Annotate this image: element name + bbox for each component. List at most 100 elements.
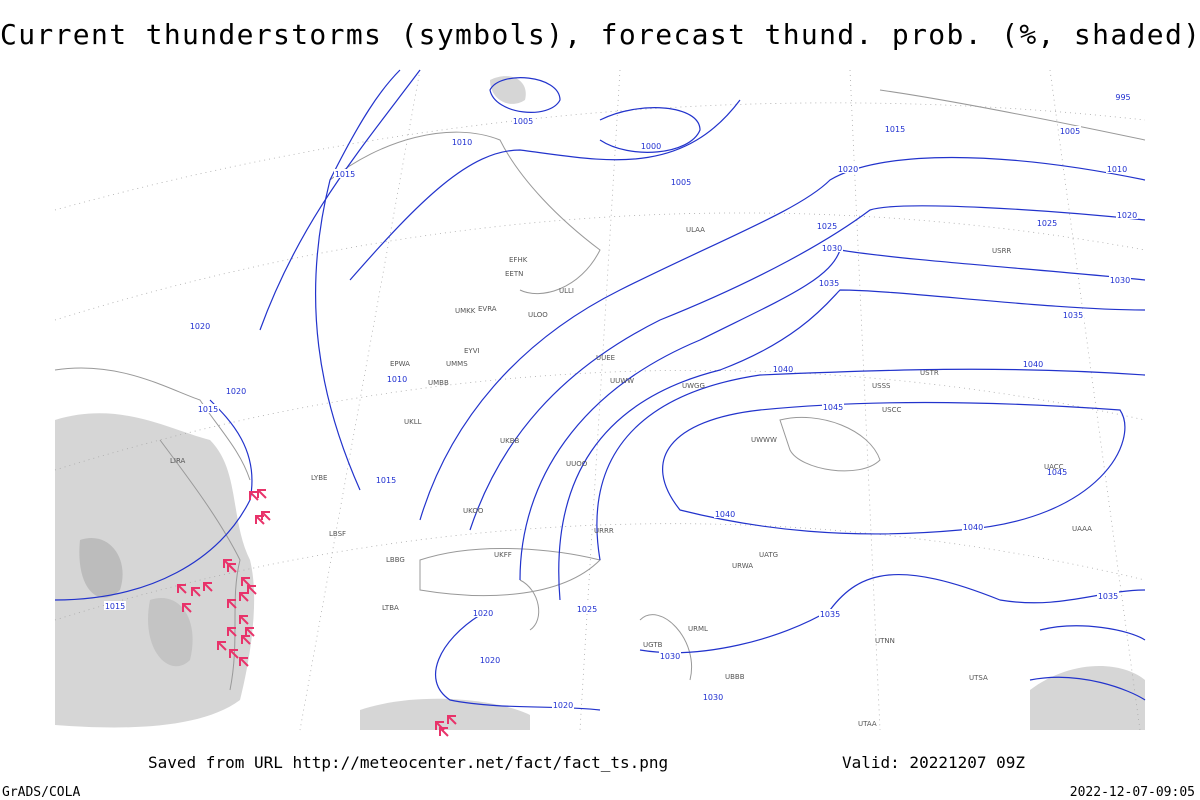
isobar-label-bg — [884, 124, 906, 133]
isobar-label-bg — [1097, 591, 1119, 600]
station-code: USTR — [920, 369, 939, 377]
isobar-label-bg — [1036, 218, 1058, 227]
station-code: UUOO — [566, 460, 588, 468]
station-code: ULAA — [686, 226, 705, 234]
thunderstorm-symbol — [439, 727, 449, 737]
isobar-label: 1040 — [715, 510, 735, 519]
station-code: UACC — [1044, 463, 1064, 471]
isobar-label: 1020 — [838, 165, 858, 174]
station-code: UATG — [759, 551, 778, 559]
station-code: UKLL — [404, 418, 422, 426]
thunderstorm-symbol — [257, 489, 267, 499]
station-code: USSS — [872, 382, 891, 390]
isobar-label-bg — [818, 278, 840, 287]
isobar-label: 1000 — [641, 142, 661, 151]
map-area: 1005 1010 1000 1005 1015 1015 1020 1025 1030 1035… — [54, 69, 1146, 737]
isobar-label-bg — [1112, 92, 1134, 101]
isobar-label-bg — [386, 374, 408, 383]
thunderstorm-symbol — [241, 635, 251, 645]
station-code: EYVI — [464, 347, 480, 355]
station-code: UMBB — [428, 379, 449, 387]
thunderstorm-symbol — [182, 603, 192, 613]
isobar-label: 1035 — [820, 610, 840, 619]
isobar-label: 1035 — [819, 279, 839, 288]
isobar-label: 1015 — [376, 476, 396, 485]
station-code: UKOO — [463, 507, 484, 515]
isobar-label: 1040 — [1023, 360, 1043, 369]
isobar-label: 1005 — [671, 178, 691, 187]
isobar-label-bg — [472, 608, 494, 617]
station-code: LBSF — [329, 530, 346, 538]
station-code: LTBA — [382, 604, 399, 612]
timestamp: 2022-12-07-09:05 — [1070, 785, 1195, 800]
isobar-label-bg — [1116, 210, 1138, 219]
station-code: URRR — [594, 527, 614, 535]
isobar-label: 1030 — [703, 693, 723, 702]
station-code: USCC — [882, 406, 901, 414]
thunderstorm-symbol — [227, 627, 237, 637]
isobar-label-bg — [962, 522, 984, 531]
isobar-label-bg — [837, 164, 859, 173]
station-code: EVRA — [478, 305, 497, 313]
isobar-label: 1015 — [198, 405, 218, 414]
isobar-label: 1045 — [1047, 468, 1067, 477]
isobar-label: 1030 — [660, 652, 680, 661]
isobar-label: 1020 — [190, 322, 210, 331]
isobar-label-bg — [1062, 310, 1084, 319]
station-code: UKFF — [494, 551, 512, 559]
station-code: UTNN — [875, 637, 895, 645]
isobar-label: 1030 — [1110, 276, 1130, 285]
isobar-label: 1015 — [335, 170, 355, 179]
isobar-label: 1015 — [885, 125, 905, 134]
isobar-label: 1040 — [963, 523, 983, 532]
thunderstorm-symbol — [227, 599, 237, 609]
isobar-label-bg — [104, 601, 126, 610]
isobar-label: 1020 — [480, 656, 500, 665]
thunderstorm-symbols — [177, 489, 457, 737]
isobar-label: 1005 — [1060, 127, 1080, 136]
isobar-label: 1020 — [1117, 211, 1137, 220]
isobar-label-bg — [670, 177, 692, 186]
isobar-label: 1010 — [387, 375, 407, 384]
isobar-label-bg — [819, 609, 841, 618]
isobar-label-bg — [197, 404, 219, 413]
isobar-label-bg — [702, 692, 724, 701]
station-code: UGTB — [643, 641, 663, 649]
isobar-label-bg — [576, 604, 598, 613]
isobar-label: 1015 — [105, 602, 125, 611]
thunderstorm-symbol — [447, 715, 457, 725]
station-code: UKBB — [500, 437, 520, 445]
isobar-label-bg — [1106, 164, 1128, 173]
thunderstorm-symbol — [229, 649, 239, 659]
isobar-label: 1045 — [823, 403, 843, 412]
isobar-label-bg — [1022, 359, 1044, 368]
isobar-label: 1035 — [1063, 311, 1083, 320]
station-code: UWGG — [682, 382, 705, 390]
station-code: UMMS — [446, 360, 468, 368]
isobar-label-bg — [640, 141, 662, 150]
thunderstorm-symbol — [227, 563, 237, 573]
title: Current thunderstorms (symbols), forecas… — [0, 18, 1200, 51]
isobar-label: 1020 — [553, 701, 573, 710]
thunderstorm-symbol — [255, 515, 265, 525]
isobar-label-bg — [821, 243, 843, 252]
shading — [55, 76, 1145, 730]
isobar-label: 1040 — [773, 365, 793, 374]
graticule — [54, 69, 1146, 731]
thunderstorm-symbol — [239, 657, 249, 667]
station-code: URWA — [732, 562, 753, 570]
isobar-label-bg — [552, 700, 574, 709]
coastlines — [54, 89, 1146, 691]
isobar-label: 1005 — [513, 117, 533, 126]
isobar-label: 995 — [1115, 93, 1130, 102]
station-code: EETN — [505, 270, 523, 278]
station-code: UUWW — [610, 377, 634, 385]
isobar-label: 1025 — [577, 605, 597, 614]
thunderstorm-symbol — [191, 587, 201, 597]
thunderstorm-symbol — [203, 582, 213, 592]
isobar-label-bg — [189, 321, 211, 330]
thunderstorm-symbol — [261, 511, 271, 521]
isobar-label-bg — [512, 116, 534, 125]
isobar-label-bg — [822, 402, 844, 411]
